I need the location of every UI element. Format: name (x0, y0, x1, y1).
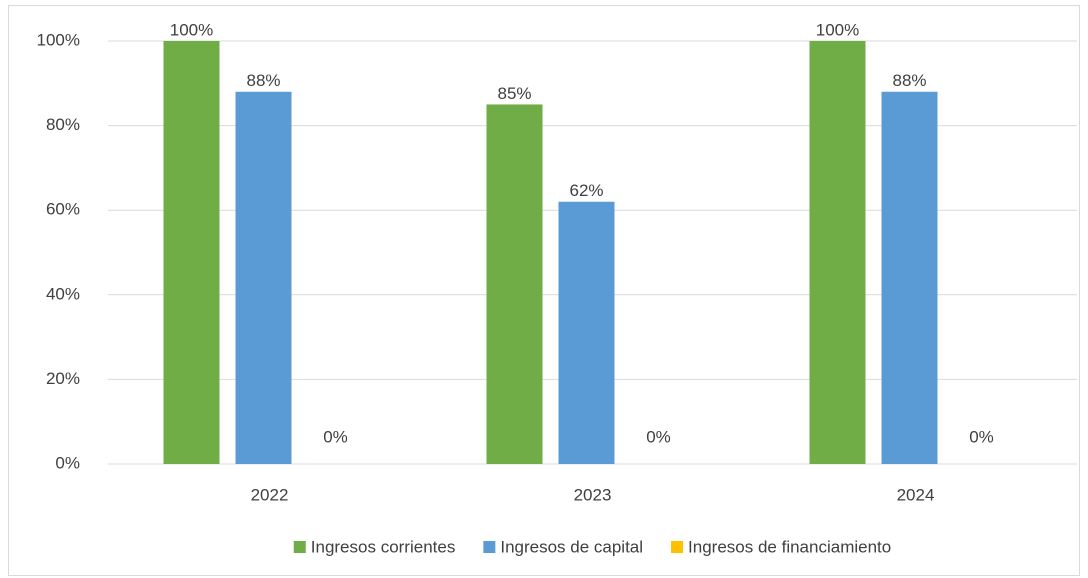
x-tick-label: 2024 (897, 485, 935, 504)
data-label: 88% (892, 71, 926, 90)
bar (881, 91, 938, 464)
y-tick-label: 40% (46, 284, 80, 303)
legend-swatch (671, 541, 684, 553)
data-label: 0% (969, 427, 994, 446)
legend-swatch (293, 541, 306, 553)
legend-label: Ingresos de financiamiento (688, 537, 891, 556)
data-label: 0% (646, 427, 671, 446)
bar (486, 104, 543, 464)
x-tick-label: 2023 (574, 485, 612, 504)
data-label: 100% (170, 20, 213, 39)
y-tick-label: 0% (55, 453, 80, 472)
data-label: 100% (816, 20, 859, 39)
bar (163, 41, 220, 464)
y-tick-label: 60% (46, 200, 80, 219)
data-label: 85% (497, 84, 531, 103)
y-tick-label: 80% (46, 115, 80, 134)
legend-label: Ingresos corrientes (311, 537, 456, 556)
data-label: 88% (246, 71, 280, 90)
bar (809, 41, 866, 464)
bar (558, 201, 615, 465)
legend-swatch (483, 541, 496, 553)
bar (235, 91, 292, 464)
data-label: 0% (323, 427, 348, 446)
y-tick-label: 20% (46, 369, 80, 388)
y-tick-label: 100% (37, 30, 80, 49)
legend-label: Ingresos de capital (500, 537, 643, 556)
x-tick-label: 2022 (251, 485, 289, 504)
data-label: 62% (569, 181, 603, 200)
